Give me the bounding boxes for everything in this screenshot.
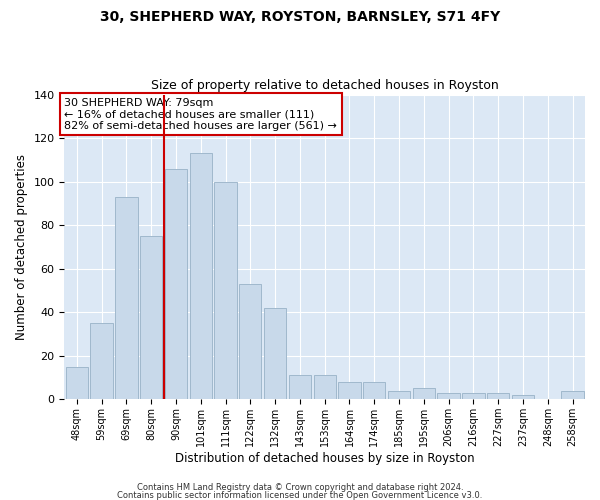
Text: 30, SHEPHERD WAY, ROYSTON, BARNSLEY, S71 4FY: 30, SHEPHERD WAY, ROYSTON, BARNSLEY, S71…	[100, 10, 500, 24]
Bar	[65, 366, 88, 400]
Bar	[115, 197, 137, 400]
Text: Contains public sector information licensed under the Open Government Licence v3: Contains public sector information licen…	[118, 490, 482, 500]
Title: Size of property relative to detached houses in Royston: Size of property relative to detached ho…	[151, 79, 499, 92]
X-axis label: Distribution of detached houses by size in Royston: Distribution of detached houses by size …	[175, 452, 475, 465]
Bar	[487, 393, 509, 400]
Bar	[562, 390, 584, 400]
Bar	[239, 284, 262, 400]
Bar	[165, 168, 187, 400]
Text: Contains HM Land Registry data © Crown copyright and database right 2024.: Contains HM Land Registry data © Crown c…	[137, 484, 463, 492]
Bar	[512, 395, 534, 400]
Text: 30 SHEPHERD WAY: 79sqm
← 16% of detached houses are smaller (111)
82% of semi-de: 30 SHEPHERD WAY: 79sqm ← 16% of detached…	[64, 98, 337, 131]
Bar	[388, 390, 410, 400]
Bar	[190, 154, 212, 400]
Bar	[264, 308, 286, 400]
Bar	[214, 182, 236, 400]
Bar	[140, 236, 163, 400]
Bar	[314, 376, 336, 400]
Bar	[462, 393, 485, 400]
Bar	[413, 388, 435, 400]
Bar	[289, 376, 311, 400]
Bar	[437, 393, 460, 400]
Bar	[363, 382, 385, 400]
Bar	[91, 323, 113, 400]
Bar	[338, 382, 361, 400]
Y-axis label: Number of detached properties: Number of detached properties	[15, 154, 28, 340]
